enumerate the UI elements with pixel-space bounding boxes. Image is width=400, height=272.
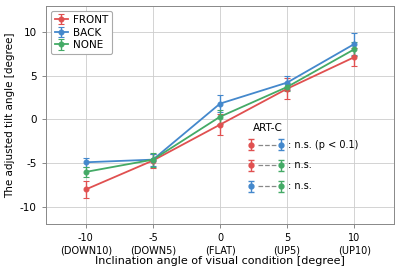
Text: : n.s. (p < 0.1): : n.s. (p < 0.1) — [288, 140, 358, 150]
Text: : n.s.: : n.s. — [288, 181, 312, 191]
Text: ART-C: ART-C — [253, 122, 283, 132]
X-axis label: Inclination angle of visual condition [degree]: Inclination angle of visual condition [d… — [95, 256, 345, 267]
Y-axis label: The adjusted tilt angle [degree]: The adjusted tilt angle [degree] — [6, 32, 16, 198]
Legend: FRONT, BACK, NONE: FRONT, BACK, NONE — [51, 11, 112, 54]
Text: : n.s.: : n.s. — [288, 160, 312, 170]
